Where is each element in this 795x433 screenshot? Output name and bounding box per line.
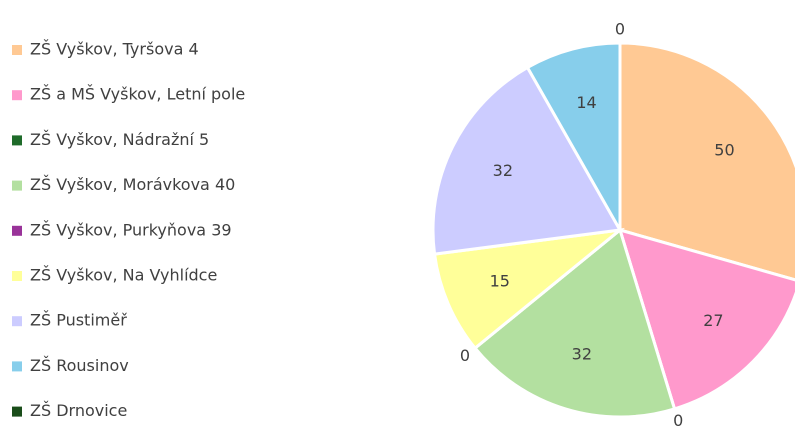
data-label: 50	[714, 141, 734, 160]
data-label: 32	[493, 161, 513, 180]
legend-label: ZŠ Vyškov, Morávkova 40	[30, 175, 235, 194]
legend-swatch	[12, 90, 22, 101]
legend-label: ZŠ a MŠ Vyškov, Letní pole	[30, 85, 245, 104]
legend-label: ZŠ Vyškov, Tyršova 4	[30, 40, 199, 59]
pie-slice	[432, 227, 626, 351]
legend-swatch	[12, 361, 22, 372]
legend-label: ZŠ Drnovice	[30, 401, 127, 420]
pie-slice	[525, 41, 622, 236]
data-label: 0	[460, 346, 470, 365]
legend-swatch	[12, 135, 22, 146]
legend-swatch	[12, 180, 22, 191]
legend-label: ZŠ Rousinov	[30, 356, 129, 375]
legend-swatch	[12, 406, 22, 417]
pie-slice	[472, 227, 677, 419]
data-label: 0	[615, 20, 625, 39]
data-label: 15	[490, 271, 510, 290]
legend-swatch	[12, 316, 22, 327]
data-label: 27	[703, 311, 723, 330]
legend-swatch	[12, 271, 22, 281]
legend-label: ZŠ Vyškov, Purkyňova 39	[30, 220, 232, 239]
pie-slice	[431, 65, 623, 256]
legend-label: ZŠ Vyškov, Na Vyhlídce	[30, 266, 217, 285]
data-label: 0	[673, 411, 683, 430]
pie-slice	[618, 41, 795, 282]
legend-label: ZŠ Pustiměř	[30, 311, 127, 330]
legend-swatch	[12, 225, 22, 236]
legend-swatch	[12, 45, 22, 55]
data-label: 32	[572, 345, 592, 364]
data-label: 14	[576, 93, 596, 112]
legend-label: ZŠ Vyškov, Nádražní 5	[30, 130, 209, 149]
